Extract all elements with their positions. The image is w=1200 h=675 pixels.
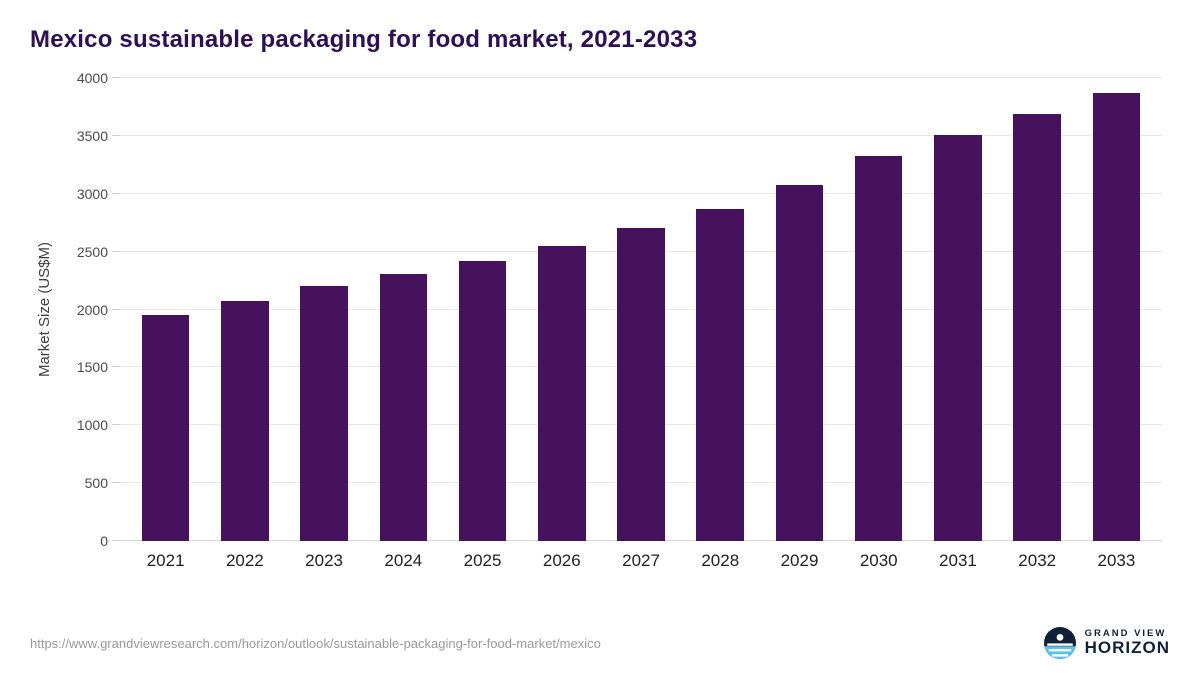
bar-2027 xyxy=(617,228,665,541)
bar-cell-2025 xyxy=(443,78,522,541)
bars-row xyxy=(120,78,1162,541)
chart-title: Mexico sustainable packaging for food ma… xyxy=(30,26,698,53)
x-label-2028: 2028 xyxy=(701,551,740,570)
y-tick-label-500: 500 xyxy=(84,475,108,492)
bar-cell-2024 xyxy=(364,78,443,541)
x-label-2031: 2031 xyxy=(939,551,977,570)
gridline-3500 xyxy=(120,134,1162,136)
x-label-2027: 2027 xyxy=(622,551,660,570)
bar-2025 xyxy=(458,260,507,541)
x-label-2029: 2029 xyxy=(780,551,819,570)
x-label-2021: 2021 xyxy=(146,551,185,570)
bar-cell-2023 xyxy=(284,78,363,541)
x-label-2023: 2023 xyxy=(305,551,343,570)
logo-line1: GRAND VIEW xyxy=(1084,628,1167,640)
y-tick-label-2000: 2000 xyxy=(76,301,108,318)
logo-line2: HORIZON xyxy=(1084,638,1170,658)
y-axis-title: Market Size (US$M) xyxy=(30,78,58,541)
bar-2029 xyxy=(775,185,824,541)
x-label-2025: 2025 xyxy=(463,551,502,570)
bar-2032 xyxy=(1013,114,1061,541)
bar-cell-2031 xyxy=(918,78,997,541)
y-tick-label-1000: 1000 xyxy=(76,417,108,434)
bar-cell-2026 xyxy=(522,78,601,541)
x-label-2026: 2026 xyxy=(542,551,581,570)
bar-2023 xyxy=(300,285,348,541)
y-tick-label-2500: 2500 xyxy=(76,243,108,260)
bar-cell-2021 xyxy=(126,78,205,541)
y-axis-title-text: Market Size (US$M) xyxy=(35,241,53,378)
y-tick-mark xyxy=(112,482,120,484)
x-axis-labels: 2021 2022 2023 2024 2025 2026 2027 2028 2029 2030… xyxy=(120,551,1162,571)
x-label-2024: 2024 xyxy=(384,551,423,570)
gridline-4000 xyxy=(120,77,1162,78)
y-tick-mark xyxy=(112,134,120,136)
source-url-link[interactable]: https://www.grandviewresearch.com/horizo… xyxy=(30,635,601,651)
bar-cell-2030 xyxy=(839,78,918,541)
bar-2024 xyxy=(379,273,428,541)
plot-area: 0 500 1000 1500 2000 2500 3000 3500 4000 2021 2022… xyxy=(77,70,1162,570)
gridline-3000 xyxy=(120,192,1162,194)
bar-2030 xyxy=(854,155,903,541)
bar-cell-2027 xyxy=(601,78,680,541)
bar-cell-2022 xyxy=(205,78,284,541)
y-tick-mark xyxy=(112,366,120,368)
y-tick-mark xyxy=(112,192,120,194)
y-tick-label-0: 0 xyxy=(100,533,108,549)
bar-2033 xyxy=(1092,93,1141,541)
chart-section: Market Size (US$M) 0 500 1000 1500 2000 2500 3… xyxy=(0,70,1200,570)
y-tick-mark xyxy=(112,540,120,541)
x-label-2032: 2032 xyxy=(1018,551,1057,570)
bar-2022 xyxy=(221,300,269,541)
bar-cell-2032 xyxy=(998,78,1077,541)
y-tick-mark xyxy=(112,250,120,252)
x-label-2030: 2030 xyxy=(859,551,898,570)
x-label-2033: 2033 xyxy=(1097,551,1136,570)
y-tick-label-3000: 3000 xyxy=(76,185,108,202)
y-tick-label-1500: 1500 xyxy=(76,359,108,376)
bar-2026 xyxy=(538,245,586,541)
bar-cell-2028 xyxy=(681,78,760,541)
bar-cell-2033 xyxy=(1077,78,1156,541)
bar-cell-2029 xyxy=(760,78,839,541)
grand-view-horizon-logo: GRAND VIEW HORIZON xyxy=(1043,627,1170,659)
y-tick-label-4000: 4000 xyxy=(76,70,108,86)
horizon-logo-icon xyxy=(1043,627,1076,659)
y-tick-mark xyxy=(112,77,120,78)
y-tick-mark xyxy=(112,424,120,426)
bar-2028 xyxy=(696,209,745,541)
y-tick-mark xyxy=(112,308,120,310)
bar-2031 xyxy=(934,134,982,541)
x-label-2022: 2022 xyxy=(225,551,264,570)
logo-text: GRAND VIEW HORIZON xyxy=(1085,629,1170,657)
footer: https://www.grandviewresearch.com/horizo… xyxy=(30,627,1170,659)
y-tick-label-3500: 3500 xyxy=(76,127,108,144)
bar-2021 xyxy=(141,314,190,541)
